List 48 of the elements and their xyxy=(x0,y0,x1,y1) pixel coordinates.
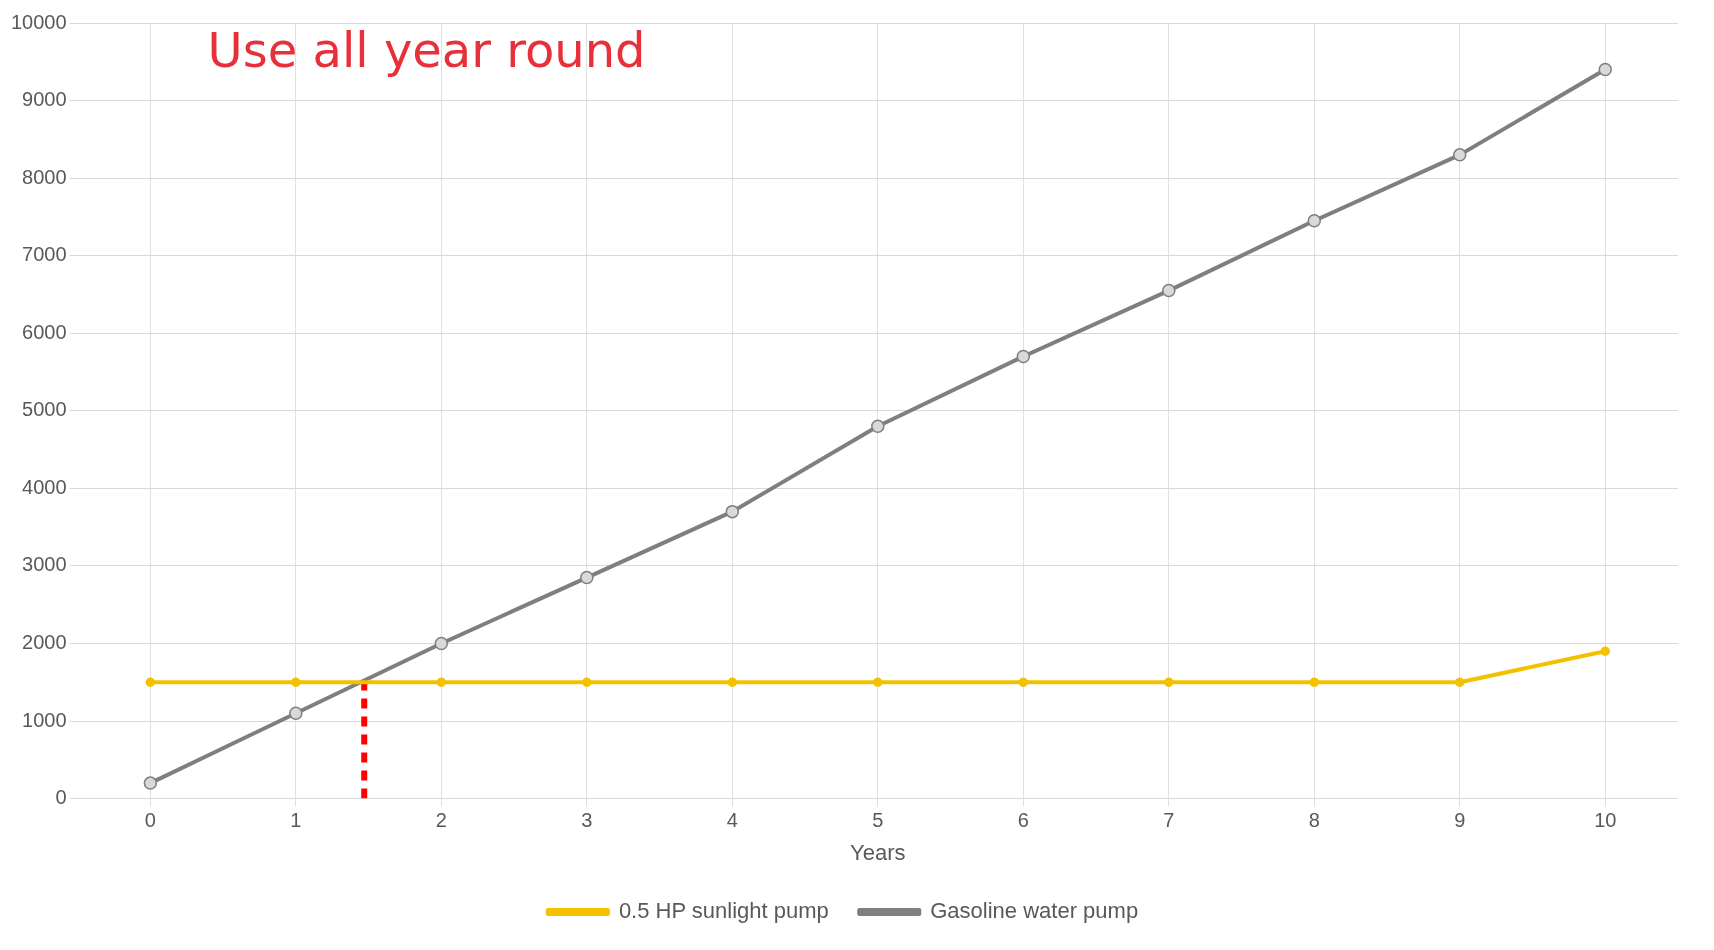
x-tick-label: 9 xyxy=(1454,809,1466,832)
point xyxy=(291,677,301,688)
x-tick-label: 3 xyxy=(581,809,593,832)
x-axis-title: Years xyxy=(850,839,906,865)
point xyxy=(873,677,883,688)
point xyxy=(1016,349,1031,364)
point xyxy=(1164,677,1174,688)
point xyxy=(1162,283,1176,298)
point xyxy=(1455,677,1465,688)
x-tick-label: 0 xyxy=(144,809,156,832)
point xyxy=(1600,646,1611,656)
x-tick-label: 1 xyxy=(290,809,302,832)
y-tick-label: 9000 xyxy=(22,88,67,111)
x-tick-label: 2 xyxy=(435,809,447,832)
y-tick-label: 3000 xyxy=(22,553,67,576)
point xyxy=(727,677,738,688)
x-tick-label: 8 xyxy=(1308,809,1320,832)
point xyxy=(434,636,449,651)
point xyxy=(1453,148,1467,162)
point xyxy=(436,677,447,688)
point xyxy=(1307,214,1322,228)
legend-label: Gasoline water pump xyxy=(930,898,1139,924)
annotation: Use all year round xyxy=(207,22,646,79)
point xyxy=(289,706,303,721)
point xyxy=(143,776,158,790)
legend-label: 0.5 HP sunlight pump xyxy=(618,898,829,924)
y-tick-label: 5000 xyxy=(22,398,67,421)
x-tick-label: 6 xyxy=(1017,809,1029,832)
y-tick-label: 2000 xyxy=(22,631,67,653)
y-tick-label: 8000 xyxy=(22,165,67,188)
y-tick-label: 6000 xyxy=(22,320,67,343)
point xyxy=(1309,677,1320,688)
y-tick-label: 0 xyxy=(55,786,67,809)
y-tick-label: 7000 xyxy=(22,243,67,266)
point xyxy=(1018,677,1029,688)
point xyxy=(145,677,156,688)
x-tick-label: 4 xyxy=(726,809,738,832)
x-tick-label: 10 xyxy=(1594,809,1617,832)
y-tick-label: 10000 xyxy=(10,10,67,33)
point xyxy=(871,419,885,434)
y-tick-label: 1000 xyxy=(22,708,67,731)
y-tick-label: 4000 xyxy=(22,475,67,498)
x-tick-label: 7 xyxy=(1163,809,1175,832)
point xyxy=(580,570,594,585)
point xyxy=(1598,62,1613,77)
point xyxy=(582,677,592,688)
x-tick-label: 5 xyxy=(872,809,884,832)
point xyxy=(725,504,740,519)
